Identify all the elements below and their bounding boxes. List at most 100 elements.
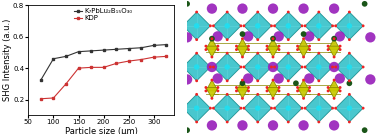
Circle shape [287,120,290,123]
Circle shape [268,120,278,131]
Circle shape [240,107,242,110]
Circle shape [318,120,320,123]
Polygon shape [267,88,279,98]
Legend: K₇PbLu₂B₁₅O₃₀, KDP: K₇PbLu₂B₁₅O₃₀, KDP [73,7,134,23]
Circle shape [243,107,245,110]
Circle shape [296,45,299,48]
Circle shape [195,79,198,82]
Circle shape [335,73,345,84]
Circle shape [235,45,238,48]
Circle shape [184,127,190,133]
Circle shape [240,66,242,68]
KDP [76,67,81,69]
Circle shape [235,86,238,89]
Circle shape [293,80,299,86]
Circle shape [182,74,192,85]
Circle shape [195,52,198,55]
Circle shape [348,93,351,96]
Circle shape [226,120,229,123]
KDP [51,97,56,99]
KDP [152,56,156,58]
Circle shape [287,11,290,14]
Circle shape [301,107,304,110]
Circle shape [277,45,280,48]
Polygon shape [328,88,340,98]
Polygon shape [328,39,340,50]
Polygon shape [244,53,271,81]
Circle shape [287,79,290,82]
Circle shape [225,64,230,70]
Circle shape [211,97,213,100]
Circle shape [226,11,229,14]
Circle shape [304,24,307,27]
Circle shape [240,80,245,86]
Circle shape [334,66,337,68]
Circle shape [302,97,305,100]
Circle shape [316,105,322,111]
Circle shape [339,90,342,92]
Circle shape [184,1,190,7]
Circle shape [277,48,280,51]
Circle shape [331,36,337,42]
Circle shape [182,32,192,42]
Circle shape [211,37,213,40]
KDP [164,56,169,57]
Y-axis label: SHG Intensity (a.u.): SHG Intensity (a.u.) [3,19,12,101]
Circle shape [241,79,244,81]
Circle shape [365,74,375,85]
Circle shape [207,120,217,131]
Circle shape [331,24,334,27]
Circle shape [308,86,311,89]
Circle shape [270,66,273,68]
Circle shape [217,90,219,92]
Circle shape [217,48,219,51]
KDP [114,63,118,64]
Circle shape [277,90,280,92]
Polygon shape [305,53,333,81]
Circle shape [308,48,311,51]
Circle shape [243,66,245,68]
Circle shape [274,31,284,42]
X-axis label: Particle size (μm): Particle size (μm) [65,127,138,134]
Circle shape [333,37,336,40]
Circle shape [362,127,367,133]
Circle shape [347,80,352,86]
Circle shape [362,1,367,7]
Circle shape [209,36,215,42]
Polygon shape [237,46,248,57]
Circle shape [348,79,351,82]
Circle shape [209,24,212,27]
Circle shape [285,105,291,111]
K₇PbLu₂B₁₅O₃₀ [64,56,68,57]
Circle shape [209,107,212,110]
Circle shape [240,31,245,37]
Circle shape [211,79,213,81]
Circle shape [241,56,244,58]
Circle shape [277,86,280,89]
Circle shape [287,38,290,41]
Circle shape [212,31,223,42]
Circle shape [226,52,229,55]
Circle shape [271,56,274,58]
Circle shape [268,62,278,72]
KDP [89,67,93,68]
Circle shape [298,120,309,131]
Circle shape [308,45,311,48]
Circle shape [266,90,268,92]
Polygon shape [305,94,333,122]
K₇PbLu₂B₁₅O₃₀ [152,45,156,46]
Circle shape [304,66,307,68]
Circle shape [243,73,253,84]
Circle shape [327,86,330,89]
Circle shape [176,62,185,72]
Polygon shape [297,88,310,98]
Circle shape [204,86,208,89]
Circle shape [212,73,223,84]
Circle shape [362,107,364,110]
Circle shape [177,22,184,29]
K₇PbLu₂B₁₅O₃₀ [89,50,93,52]
Circle shape [255,105,260,111]
Circle shape [304,73,314,84]
Circle shape [271,37,274,40]
Circle shape [348,38,351,41]
